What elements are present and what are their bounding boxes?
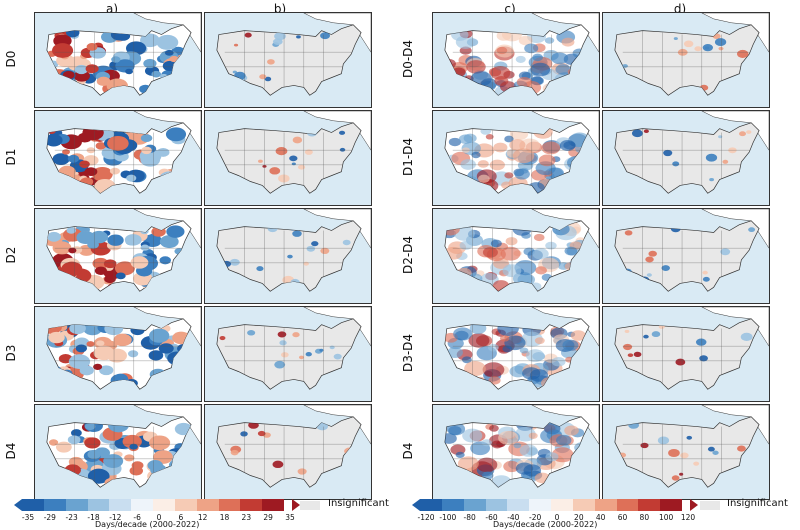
colorbar-segment xyxy=(22,499,45,511)
column-label-c: c) xyxy=(504,2,516,16)
colorbar-tick-label: 0 xyxy=(156,513,162,522)
row-label-left-3: D3 xyxy=(4,344,18,362)
map-panel-b-1 xyxy=(204,110,372,206)
colorbar-tick-label: 40 xyxy=(595,513,606,522)
colorbar-tick-label: 29 xyxy=(263,513,273,522)
colorbar-tick-label: -40 xyxy=(507,513,520,522)
map-panel-a-0 xyxy=(34,12,202,108)
colorbar-tick-label: -23 xyxy=(65,513,78,522)
colorbar-segment xyxy=(218,499,241,511)
colorbar-arrow-right xyxy=(292,499,300,511)
colorbar-arrow-left xyxy=(412,499,420,511)
map-panel-b-4 xyxy=(204,404,372,500)
map-panel-a-3 xyxy=(34,306,202,402)
row-label-left-2: D2 xyxy=(4,246,18,264)
map-panel-d-0 xyxy=(602,12,770,108)
colorbar-arrow-left xyxy=(14,499,22,511)
left-colorbar-title: Days/decade (2000-2022) xyxy=(95,520,200,529)
colorbar-tick-label: -20 xyxy=(529,513,542,522)
colorbar-segment xyxy=(174,499,198,511)
colorbar-segment xyxy=(87,499,110,511)
colorbar-segment xyxy=(65,499,88,511)
right-insignificant-label: Insignificant xyxy=(727,498,788,509)
row-label-left-1: D1 xyxy=(4,148,18,166)
map-panel-d-2 xyxy=(602,208,770,304)
colorbar-tick-label: -35 xyxy=(21,513,35,522)
map-panel-c-3 xyxy=(432,306,600,402)
left-insignificant-swatch xyxy=(300,501,320,510)
colorbar-tick-label: 12 xyxy=(197,513,208,522)
colorbar-tick-label: -29 xyxy=(43,513,56,522)
colorbar-tick-label: -6 xyxy=(133,513,141,522)
map-panel-d-4 xyxy=(602,404,770,500)
right-colorbar-title: Days/decade (2000-2022) xyxy=(493,520,598,529)
colorbar-tick-label: -120 xyxy=(417,513,435,522)
map-panel-c-1 xyxy=(432,110,600,206)
colorbar-segment xyxy=(441,499,465,511)
colorbar-tick-label: 60 xyxy=(617,513,628,522)
row-label-right-0: D0-D4 xyxy=(401,39,415,79)
colorbar-segment xyxy=(109,499,132,511)
map-panel-a-2 xyxy=(34,208,202,304)
colorbar-tick-label: 20 xyxy=(574,513,584,522)
colorbar-segment xyxy=(131,499,154,511)
colorbar-segment xyxy=(463,499,486,511)
colorbar-tick-label: -60 xyxy=(485,513,498,522)
map-panel-b-3 xyxy=(204,306,372,402)
colorbar-segment xyxy=(638,499,661,511)
map-panel-a-4 xyxy=(34,404,202,500)
colorbar-segment xyxy=(507,499,530,511)
colorbar-tick-label: -100 xyxy=(439,513,457,522)
row-label-right-1: D1-D4 xyxy=(401,137,415,177)
colorbar-segment xyxy=(594,499,617,511)
colorbar-tick-label: -80 xyxy=(463,513,476,522)
colorbar-segment xyxy=(420,499,443,511)
colorbar-segment xyxy=(262,499,285,511)
colorbar-segment xyxy=(43,499,67,511)
colorbar-tick-label: 35 xyxy=(285,513,295,522)
colorbar-tick-label: 0 xyxy=(554,513,560,522)
colorbar-segment xyxy=(240,499,263,511)
colorbar-segment xyxy=(572,499,596,511)
colorbar-tick-label: 6 xyxy=(178,513,184,522)
colorbar-segment xyxy=(485,499,508,511)
row-label-left-4: D4 xyxy=(4,442,18,460)
map-panel-c-4 xyxy=(432,404,600,500)
row-label-left-0: D0 xyxy=(4,50,18,68)
colorbar-tick-label: 23 xyxy=(241,513,252,522)
right-insignificant-swatch xyxy=(700,501,720,510)
map-panel-d-3 xyxy=(602,306,770,402)
row-label-right-2: D2-D4 xyxy=(401,235,415,275)
colorbar-segment xyxy=(153,499,176,511)
colorbar-segment xyxy=(529,499,552,511)
map-panel-c-0 xyxy=(432,12,600,108)
map-panel-b-2 xyxy=(204,208,372,304)
colorbar-tick-label: 18 xyxy=(219,513,230,522)
colorbar-tick-label: -12 xyxy=(109,513,122,522)
colorbar-tick-label: 100 xyxy=(658,513,674,522)
left-insignificant-label: Insignificant xyxy=(328,498,389,509)
colorbar-segment xyxy=(660,499,683,511)
map-panel-b-0 xyxy=(204,12,372,108)
colorbar-tick-label: 120 xyxy=(680,513,696,522)
left-colorbar xyxy=(14,499,300,511)
row-label-right-3: D3-D4 xyxy=(401,333,415,373)
colorbar-segment xyxy=(196,499,219,511)
map-panel-a-1 xyxy=(34,110,202,206)
map-panel-c-2 xyxy=(432,208,600,304)
colorbar-arrow-right xyxy=(690,499,698,511)
right-colorbar xyxy=(412,499,698,511)
colorbar-tick-label: 80 xyxy=(639,513,650,522)
map-panel-d-1 xyxy=(602,110,770,206)
colorbar-tick-label: -18 xyxy=(87,513,100,522)
row-label-right-4: D4 xyxy=(401,442,415,460)
colorbar-segment xyxy=(616,499,639,511)
colorbar-segment xyxy=(551,499,574,511)
